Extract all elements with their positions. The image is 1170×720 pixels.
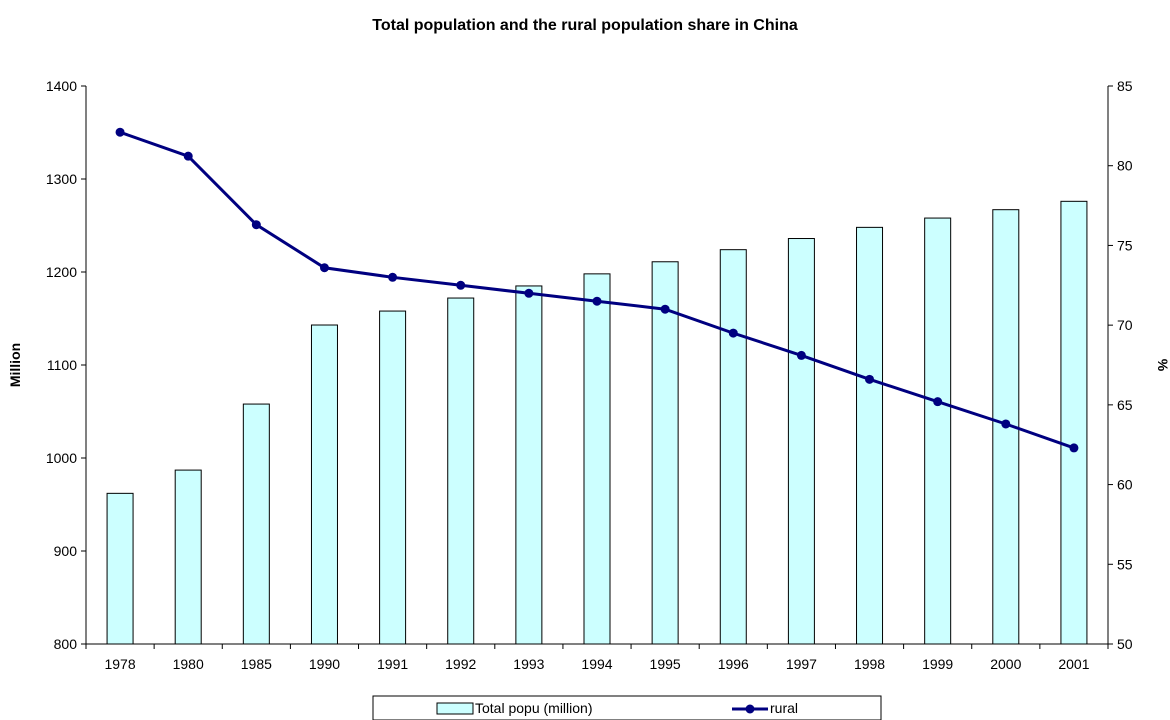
bar-1992 [447,297,475,645]
x-tick-label-1978: 1978 [104,656,135,672]
rural-point-1998 [865,374,875,384]
rural-point-1985 [251,220,261,230]
bar-1978 [106,492,134,645]
legend-bar-label: Total popu (million) [475,700,593,716]
y2-tick-label-85: 85 [1117,78,1133,94]
bar-2001 [1060,200,1088,645]
y-tick-label-1000: 1000 [46,450,77,466]
y-axis-title: Million [7,343,23,387]
y-tick-label-1200: 1200 [46,264,77,280]
y2-tick-label-55: 55 [1117,556,1133,572]
bar-1991 [379,310,407,645]
y2-tick-label-80: 80 [1117,158,1133,174]
x-tick-label-1999: 1999 [922,656,953,672]
y-tick-label-1300: 1300 [46,171,77,187]
x-tick-label-2000: 2000 [990,656,1021,672]
bar-1985 [242,403,270,645]
y2-tick-label-60: 60 [1117,477,1133,493]
y2-tick-label-65: 65 [1117,397,1133,413]
bar-1995 [651,261,679,645]
y-tick-label-800: 800 [54,636,78,652]
bar-1996 [719,249,747,645]
x-tick-label-1995: 1995 [650,656,681,672]
rural-point-1995 [660,304,670,314]
x-tick-label-1994: 1994 [581,656,612,672]
x-tick-label-1992: 1992 [445,656,476,672]
rural-point-2001 [1069,443,1079,453]
y2-tick-label-70: 70 [1117,317,1133,333]
bar-1994 [583,273,611,645]
x-tick-label-1993: 1993 [513,656,544,672]
bars-layer [106,200,1088,645]
rural-point-1994 [592,296,602,306]
bar-1993 [515,285,543,645]
x-tick-label-1991: 1991 [377,656,408,672]
y-tick-label-1100: 1100 [47,357,77,373]
rural-point-1999 [933,397,943,407]
bar-1990 [310,324,338,645]
bar-1997 [787,238,815,645]
chart-title: Total population and the rural populatio… [372,17,798,34]
y2-tick-label-50: 50 [1117,636,1133,652]
rural-point-1980 [183,151,193,161]
rural-point-1993 [524,288,534,298]
y-tick-label-900: 900 [54,543,78,559]
x-tick-label-1996: 1996 [718,656,749,672]
rural-point-1996 [728,328,738,338]
bar-1980 [174,469,202,645]
y2-axis-title: % [1155,359,1170,372]
legend-line-marker [745,704,755,714]
legend-line-label: rural [770,700,798,716]
x-tick-label-1980: 1980 [173,656,204,672]
rural-point-1991 [388,272,398,282]
legend-bar-swatch [436,702,474,715]
rural-point-1997 [796,350,806,360]
rural-point-1990 [319,263,329,273]
x-tick-label-1998: 1998 [854,656,885,672]
rural-point-1978 [115,127,125,137]
bar-1998 [856,226,884,645]
bar-1999 [924,217,952,645]
x-tick-label-1997: 1997 [786,656,817,672]
rural-point-2000 [1001,419,1011,429]
y2-tick-label-75: 75 [1117,237,1133,253]
axes-layer: 800 900 1000 1100 1200 1300 1400 50 55 60 65 70 75 80… [46,78,1133,672]
x-tick-label-2001: 2001 [1058,656,1089,672]
y-tick-label-1400: 1400 [46,78,77,94]
x-tick-label-1990: 1990 [309,656,340,672]
x-tick-label-1985: 1985 [241,656,272,672]
line-layer [115,127,1079,453]
rural-point-1992 [456,280,466,290]
legend: Total popu (million) rural [372,695,882,720]
